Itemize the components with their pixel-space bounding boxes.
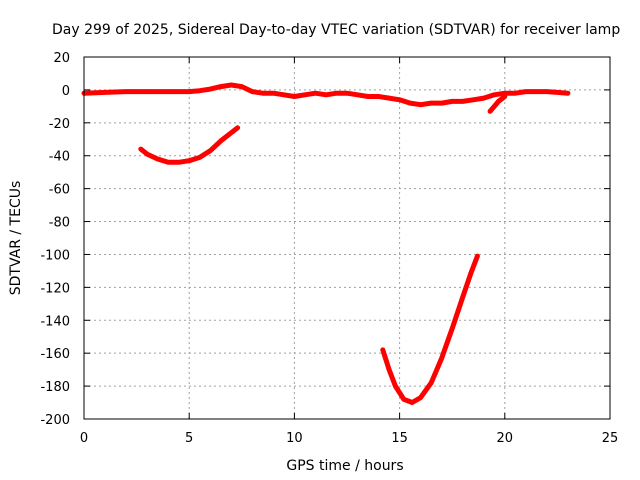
series-line-3: [138, 125, 241, 165]
y-tick-label: -160: [40, 347, 70, 362]
y-tick-label: -60: [49, 183, 70, 198]
x-tick-label: 15: [391, 431, 408, 446]
grid-layer: [84, 57, 610, 419]
y-axis-label: SDTVAR / TECUs: [8, 181, 24, 296]
y-tick-label: 20: [53, 51, 70, 66]
x-tick-label: 0: [80, 431, 88, 446]
y-tick-label: -80: [49, 216, 70, 231]
series-layer: [81, 82, 571, 405]
x-tick-label: 20: [497, 431, 514, 446]
tick-layer: 0 5 10 15 20 25 20 0 -20 -40 -60 -80 -100 -120 -140 -16…: [40, 51, 618, 446]
y-tick-label: -20: [49, 117, 70, 132]
y-tick-label: -100: [40, 248, 70, 263]
series-line-1: [81, 82, 571, 108]
x-tick-label: 5: [185, 431, 193, 446]
chart-title: Day 299 of 2025, Sidereal Day-to-day VTE…: [52, 22, 620, 38]
x-tick-label: 10: [286, 431, 303, 446]
y-tick-label: 0: [62, 84, 70, 99]
x-tick-label: 25: [602, 431, 619, 446]
y-tick-label: -40: [49, 150, 70, 165]
y-tick-label: -200: [40, 413, 70, 428]
series-line-4: [380, 253, 480, 405]
y-tick-label: -120: [40, 281, 70, 296]
series-line-2: [487, 94, 508, 114]
x-axis-label: GPS time / hours: [286, 458, 403, 474]
y-tick-label: -140: [40, 314, 70, 329]
plot-frame: [83, 56, 611, 420]
y-tick-label: -180: [40, 380, 70, 395]
